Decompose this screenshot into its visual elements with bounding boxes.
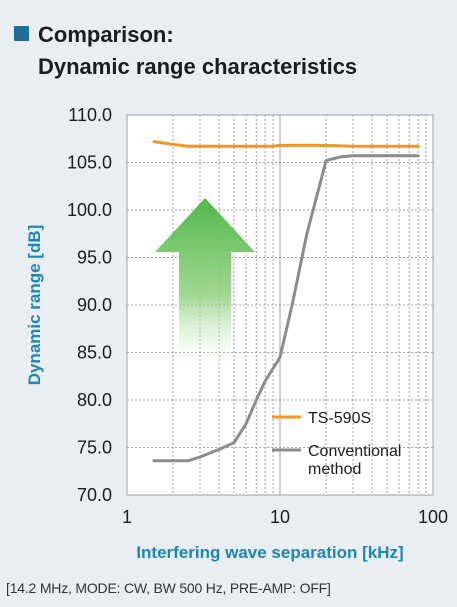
y-tick-labels: 110.0 105.0 100.0 95.0 90.0 85.0 80.0 75.0 70.0 <box>67 105 112 505</box>
legend-label-conventional-line1: Conventional <box>308 443 401 460</box>
legend: TS-590S Conventional method <box>272 410 401 478</box>
y-tick-label: 110.0 <box>68 105 112 125</box>
grid-lines <box>127 115 433 495</box>
y-tick-label: 75.0 <box>77 438 112 458</box>
x-tick-label: 100 <box>418 507 448 527</box>
y-axis-title: Dynamic range [dB] <box>25 225 44 386</box>
x-tick-labels: 1 10 100 <box>122 507 448 527</box>
y-tick-label: 70.0 <box>77 485 112 505</box>
series-lines <box>152 140 420 463</box>
title-marker-square <box>14 26 29 41</box>
chart-title-line2: Dynamic range characteristics <box>38 54 358 79</box>
y-tick-label: 105.0 <box>67 153 112 173</box>
y-tick-label: 90.0 <box>77 295 112 315</box>
x-tick-label: 10 <box>270 507 290 527</box>
series-line-conventional <box>152 154 420 463</box>
y-tick-label: 100.0 <box>67 200 112 220</box>
legend-label-ts590s: TS-590S <box>308 410 371 427</box>
chart-title-line1: Comparison: <box>38 22 174 47</box>
series-line-ts590s <box>152 140 420 148</box>
legend-label-conventional-line2: method <box>308 461 361 478</box>
test-conditions-footnote: [14.2 MHz, MODE: CW, BW 500 Hz, PRE-AMP:… <box>6 580 331 596</box>
x-axis-title: Interfering wave separation [kHz] <box>136 543 403 562</box>
y-tick-label: 80.0 <box>77 390 112 410</box>
y-tick-label: 95.0 <box>77 248 112 268</box>
x-tick-label: 1 <box>122 507 132 527</box>
plot-frame <box>126 114 434 496</box>
y-tick-label: 85.0 <box>77 343 112 363</box>
improvement-arrow <box>155 198 255 375</box>
